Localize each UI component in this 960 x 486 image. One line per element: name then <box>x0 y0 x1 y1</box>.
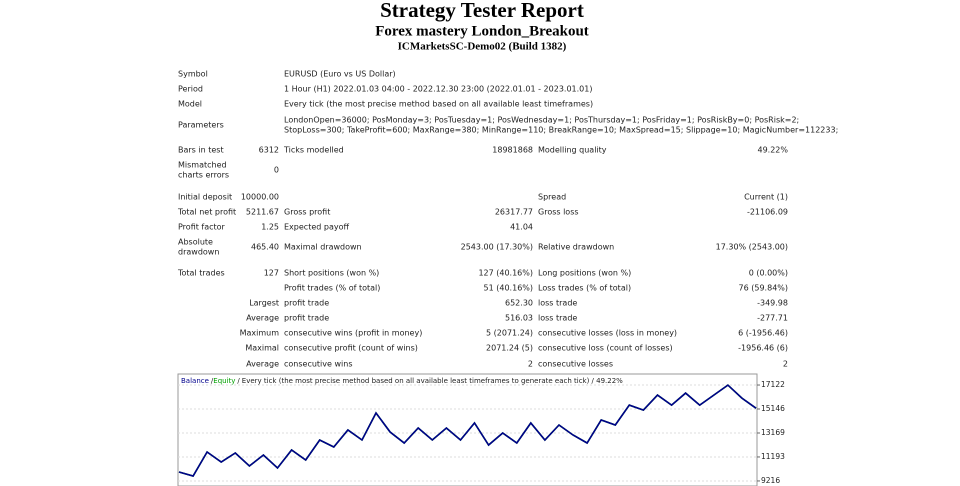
cell-label: Symbol <box>178 70 208 79</box>
cell-label2: consecutive wins (profit in money) <box>284 329 422 338</box>
cell-label3: Modelling quality <box>538 146 607 155</box>
cell-label: charts errors <box>178 171 229 180</box>
cell-value3: 49.22% <box>757 146 788 155</box>
cell-label3: Gross loss <box>538 208 579 217</box>
legend-separator: / <box>211 377 214 385</box>
cell-value3: -349.98 <box>757 299 788 308</box>
cell-label3: loss trade <box>538 314 577 323</box>
cell-value: Average <box>246 360 279 369</box>
legend-separator: / <box>237 377 240 385</box>
cell-label2: Gross profit <box>284 208 330 217</box>
cell-label: Parameters <box>178 121 224 130</box>
y-tick-label: 13169 <box>761 428 785 437</box>
cell-value3: 17.30% (2543.00) <box>716 243 788 252</box>
cell-value2: 51 (40.16%) <box>484 284 533 293</box>
cell-label2: Maximal drawdown <box>284 243 362 252</box>
cell-label: Initial deposit <box>178 193 232 202</box>
cell-label2: Expected payoff <box>284 223 349 232</box>
cell-value2: 26317.77 <box>495 208 533 217</box>
cell-value2: 516.03 <box>505 314 533 323</box>
cell-text: Every tick (the most precise method base… <box>284 100 593 109</box>
cell-label: drawdown <box>178 248 219 257</box>
legend-note: Every tick (the most precise method base… <box>242 377 623 385</box>
cell-value: 465.40 <box>251 243 279 252</box>
cell-value: Average <box>246 314 279 323</box>
y-tick-label: 9216 <box>761 476 780 485</box>
cell-value3: 6 (-1956.46) <box>738 329 788 338</box>
cell-label2: consecutive profit (count of wins) <box>284 344 418 353</box>
cell-label3: Long positions (won %) <box>538 269 631 278</box>
cell-text: StopLoss=300; TakeProfit=600; MaxRange=3… <box>284 126 838 135</box>
cell-value3: -1956.46 (6) <box>738 344 788 353</box>
cell-label3: consecutive losses (loss in money) <box>538 329 677 338</box>
cell-value: 5211.67 <box>246 208 279 217</box>
cell-value2: 2543.00 (17.30%) <box>461 243 533 252</box>
cell-value3: Current (1) <box>744 193 788 202</box>
title: Strategy Tester Report <box>380 0 584 22</box>
cell-value: 6312 <box>259 146 279 155</box>
cell-label2: Profit trades (% of total) <box>284 284 380 293</box>
legend: Balance/Equity / Every tick (the most prec… <box>181 377 623 385</box>
cell-value: 127 <box>264 269 279 278</box>
cell-value2: 2071.24 (5) <box>486 344 533 353</box>
cell-label3: consecutive losses <box>538 360 613 369</box>
cell-label3: consecutive loss (count of losses) <box>538 344 673 353</box>
cell-text: EURUSD (Euro vs US Dollar) <box>284 70 396 79</box>
cell-value: 10000.00 <box>241 193 279 202</box>
cell-value: Maximal <box>245 344 279 353</box>
cell-label3: Spread <box>538 193 566 202</box>
y-tick-label: 17122 <box>761 380 785 389</box>
cell-label: Absolute <box>178 238 213 247</box>
cell-label: Bars in test <box>178 146 224 155</box>
cell-text: LondonOpen=36000; PosMonday=3; PosTuesda… <box>284 116 799 125</box>
cell-text: 1 Hour (H1) 2022.01.03 04:00 - 2022.12.3… <box>284 85 592 94</box>
cell-value2: 2 <box>528 360 533 369</box>
cell-value2: 127 (40.16%) <box>478 269 533 278</box>
cell-label2: Ticks modelled <box>283 146 344 155</box>
subtitle: Forex mastery London_Breakout <box>375 23 589 39</box>
cell-value: Maximum <box>240 329 280 338</box>
cell-value3: 2 <box>783 360 788 369</box>
cell-value3: 76 (59.84%) <box>739 284 788 293</box>
cell-label: Profit factor <box>178 223 226 232</box>
cell-value: 0 <box>274 166 279 175</box>
cell-value: 1.25 <box>261 223 279 232</box>
legend-entry: Equity <box>213 377 235 385</box>
cell-label3: loss trade <box>538 299 577 308</box>
legend-entry: Balance <box>181 377 209 385</box>
cell-value2: 652.30 <box>505 299 533 308</box>
series-line <box>178 384 757 477</box>
cell-label2: Short positions (won %) <box>284 269 379 278</box>
cell-value2: 41.04 <box>510 223 533 232</box>
cell-value2: 5 (2071.24) <box>486 329 533 338</box>
cell-label: Total trades <box>177 269 225 278</box>
cell-value2: 18981868 <box>492 146 533 155</box>
cell-value3: -21106.09 <box>747 208 788 217</box>
cell-value3: -277.71 <box>757 314 788 323</box>
cell-label2: profit trade <box>284 314 329 323</box>
cell-label: Mismatched <box>178 161 227 170</box>
cell-label: Model <box>178 100 202 109</box>
build: ICMarketsSC-Demo02 (Build 1382) <box>398 41 567 53</box>
cell-label2: profit trade <box>284 299 329 308</box>
y-tick-label: 15146 <box>761 404 785 413</box>
chart-frame <box>177 373 758 486</box>
cell-value3: 0 (0.00%) <box>749 269 788 278</box>
y-tick-label: 11193 <box>761 452 785 461</box>
cell-label2: consecutive wins <box>284 360 352 369</box>
cell-label3: Loss trades (% of total) <box>538 284 631 293</box>
cell-value: Largest <box>249 299 279 308</box>
cell-label: Period <box>178 85 203 94</box>
cell-label3: Relative drawdown <box>538 243 614 252</box>
cell-label: Total net profit <box>177 208 236 217</box>
